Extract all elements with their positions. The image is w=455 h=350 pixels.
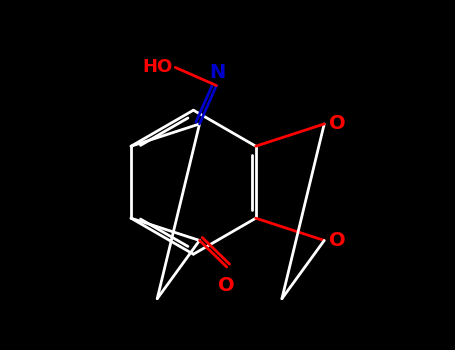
- Text: O: O: [329, 114, 346, 133]
- Text: O: O: [329, 231, 346, 250]
- Text: N: N: [209, 63, 226, 82]
- Text: O: O: [218, 276, 235, 295]
- Text: HO: HO: [142, 58, 172, 76]
